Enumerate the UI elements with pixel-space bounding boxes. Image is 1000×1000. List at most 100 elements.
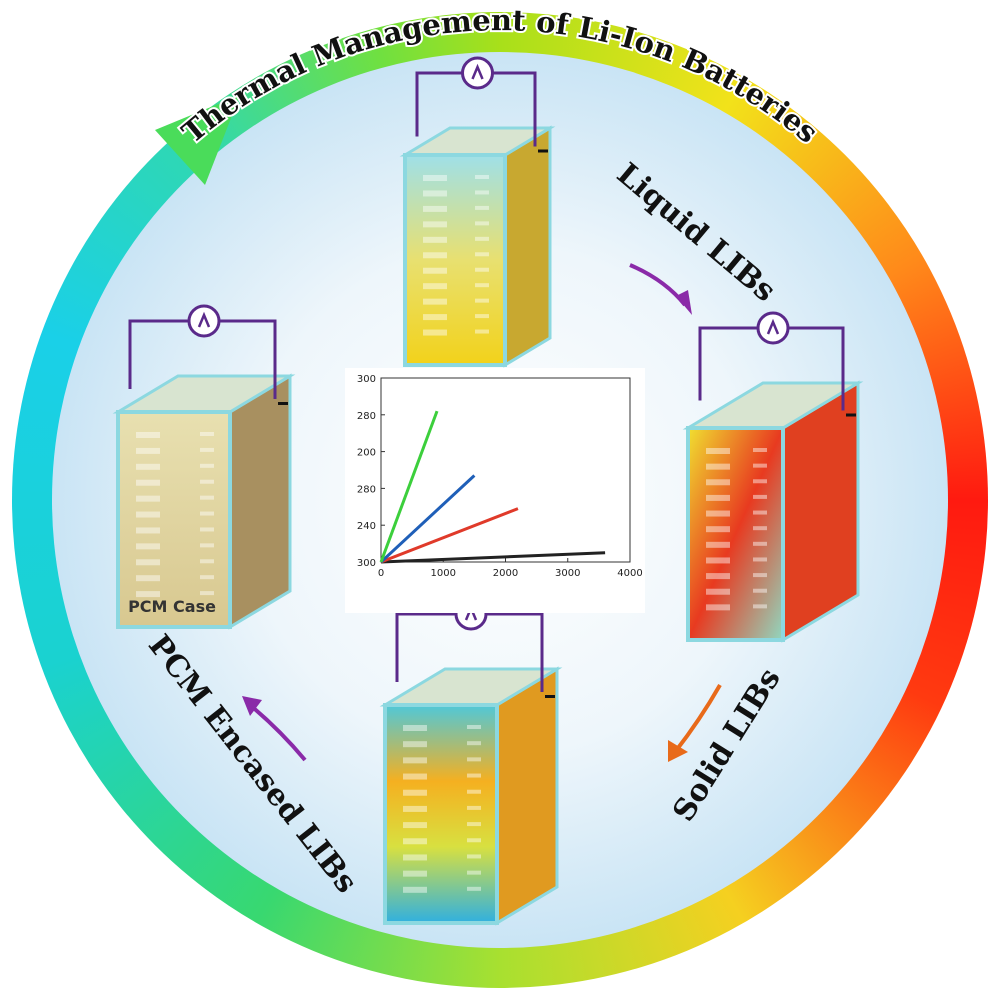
- vent: [423, 314, 447, 321]
- vent: [706, 494, 730, 501]
- vent: [475, 298, 489, 303]
- arrow: [248, 703, 307, 762]
- vent: [467, 805, 481, 810]
- vent: [475, 175, 489, 179]
- vent: [753, 510, 767, 515]
- vent: [423, 221, 447, 228]
- terminal: [538, 149, 548, 153]
- series-line: [379, 410, 439, 563]
- vent: [467, 870, 481, 875]
- vent: [200, 479, 214, 484]
- ring-arrow-head: [155, 95, 240, 185]
- vent: [706, 541, 730, 548]
- vent: [403, 822, 427, 829]
- vent: [136, 559, 160, 566]
- pcm-encased-label: PCM Encased LIBs: [141, 628, 364, 900]
- vent: [136, 527, 160, 534]
- vent: [475, 252, 489, 257]
- vent: [706, 448, 730, 454]
- vent: [200, 432, 214, 436]
- vent: [475, 329, 489, 334]
- terminal: [545, 695, 555, 698]
- terminal: [846, 413, 856, 417]
- vent: [423, 175, 447, 181]
- meter-symbol: [471, 63, 484, 80]
- vent: [475, 236, 489, 241]
- vent: [753, 526, 767, 531]
- vent: [200, 447, 214, 452]
- vent: [136, 479, 160, 486]
- vent: [136, 495, 160, 502]
- vent: [136, 447, 160, 454]
- vent: [200, 543, 214, 548]
- vent: [753, 463, 767, 468]
- vent: [753, 573, 767, 578]
- vent: [467, 773, 481, 778]
- vent: [403, 838, 427, 845]
- vent: [403, 854, 427, 861]
- y-tick-label: 200: [357, 448, 376, 459]
- liquid-label: Liquid LIBs: [610, 156, 782, 308]
- chart-panel: [345, 368, 645, 613]
- plot: 0 1000 2000 3000 4000 300 240 280 200 280 300: [357, 374, 643, 579]
- vent: [200, 591, 214, 596]
- battery-front: [116, 410, 232, 629]
- vent: [423, 298, 447, 305]
- vent: [475, 267, 489, 272]
- pcm-case-label: PCM Case: [128, 597, 216, 616]
- battery: [379, 597, 563, 926]
- vent: [706, 604, 730, 611]
- vent: [475, 205, 489, 210]
- vent: [475, 314, 489, 319]
- vent: [423, 190, 447, 197]
- vent: [423, 236, 447, 243]
- vent: [467, 741, 481, 746]
- vent: [423, 252, 447, 259]
- vent: [403, 741, 427, 748]
- vent: [475, 190, 489, 195]
- x-tick-label: 1000: [431, 568, 456, 579]
- battery: [682, 311, 864, 643]
- x-tick-label: 3000: [555, 568, 580, 579]
- arrow-head: [676, 290, 692, 315]
- battery-side: [495, 666, 559, 926]
- series-line: [380, 551, 606, 564]
- vent: [423, 267, 447, 274]
- battery: [112, 304, 296, 630]
- battery-side: [503, 125, 552, 368]
- y-tick-label: 280: [357, 411, 376, 422]
- vent: [200, 463, 214, 468]
- batteries: [112, 56, 864, 926]
- x-tick-label: 2000: [493, 568, 518, 579]
- vent: [753, 557, 767, 562]
- solid-label: Solid LIBs: [666, 662, 787, 827]
- vent: [467, 838, 481, 843]
- arrow: [673, 684, 722, 754]
- vent: [136, 575, 160, 582]
- terminal: [278, 402, 288, 405]
- vent: [423, 329, 447, 336]
- vent: [706, 463, 730, 470]
- arrow: [629, 263, 687, 307]
- series-line: [380, 507, 519, 564]
- y-tick-label: 280: [357, 484, 376, 495]
- vent: [200, 495, 214, 500]
- battery-side: [228, 373, 292, 630]
- vent: [200, 575, 214, 580]
- vent: [136, 511, 160, 518]
- vent: [706, 557, 730, 564]
- vent: [753, 541, 767, 546]
- battery-front: [686, 426, 785, 642]
- vent: [467, 789, 481, 794]
- arrow-head: [242, 696, 262, 716]
- vent: [475, 221, 489, 226]
- vent: [423, 205, 447, 212]
- meter-symbol: [197, 311, 211, 328]
- vent: [706, 526, 730, 533]
- vent: [403, 886, 427, 893]
- vent: [136, 463, 160, 470]
- vent: [200, 527, 214, 532]
- meter-symbol: [766, 318, 780, 335]
